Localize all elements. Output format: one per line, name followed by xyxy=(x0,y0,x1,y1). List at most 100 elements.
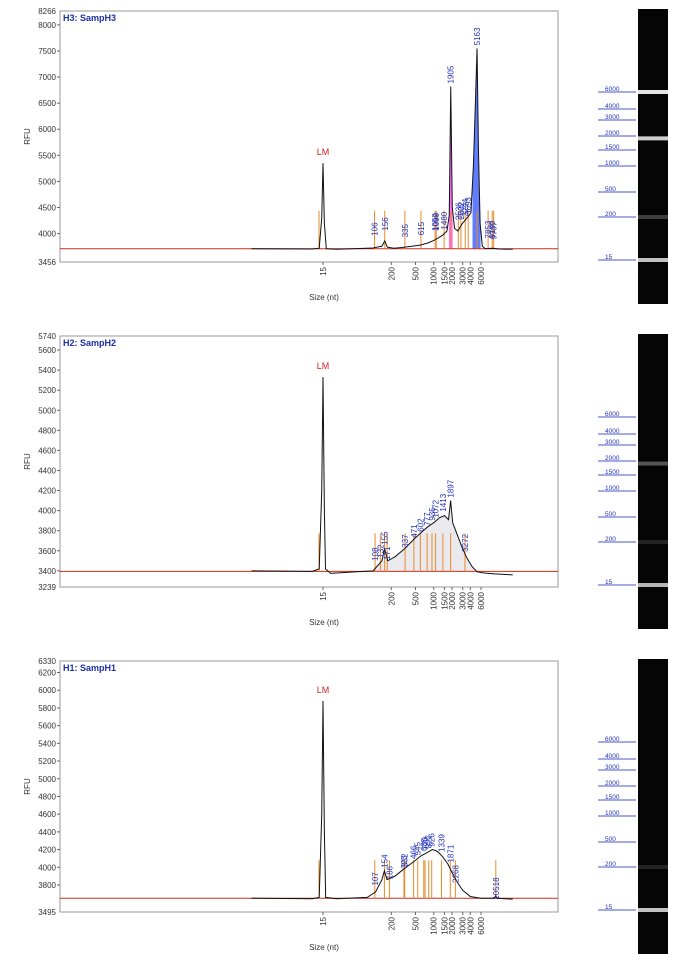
chart-title: H1: SampH1 xyxy=(63,663,116,673)
y-axis-label: RFU xyxy=(23,128,32,145)
y-tick-label: 5200 xyxy=(38,757,56,766)
y-axis-label: RFU xyxy=(23,453,32,470)
peak-label: 3294 xyxy=(461,198,470,216)
trace-line xyxy=(251,700,513,900)
gel-lane xyxy=(638,659,668,954)
y-max-label: 5740 xyxy=(38,332,56,341)
y-tick-label: 4000 xyxy=(38,230,56,239)
x-tick-label: 6000 xyxy=(477,916,486,934)
y-tick-label: 4000 xyxy=(38,507,56,516)
peak-label: 132 xyxy=(376,544,385,558)
peak-label: 186 xyxy=(385,865,394,879)
gel-band xyxy=(638,865,668,869)
y-tick-label: 5000 xyxy=(38,775,56,784)
ladder-label: 1000 xyxy=(605,160,620,167)
peak-label: 108 xyxy=(371,547,380,561)
chart-h1: H1: SampH1 6330 3495 3800 4000 4200 4400 4600 48… xyxy=(23,657,668,954)
ladder-label: 6000 xyxy=(605,736,620,743)
y-min-label: 3239 xyxy=(38,583,56,592)
ladder-label: 1500 xyxy=(605,794,620,801)
fill-region xyxy=(373,505,484,573)
y-axis-label: RFU xyxy=(23,778,32,795)
ladder-label: 6000 xyxy=(605,86,620,93)
peak-label: 335 xyxy=(401,223,410,237)
chart-h2: H2: SampH2 5740 3239 3400 3600 3800 4000 4200 44… xyxy=(23,332,668,629)
gel-band xyxy=(638,461,668,466)
x-tick-label: 500 xyxy=(411,591,420,605)
gel-band xyxy=(638,908,668,912)
gel-lane xyxy=(638,334,668,629)
gel-band xyxy=(638,136,668,141)
y-tick-label: 4500 xyxy=(38,204,56,213)
chart-title: H2: SampH2 xyxy=(63,338,116,348)
ladder-label: 6000 xyxy=(605,411,620,418)
ladder-label: 1000 xyxy=(605,810,620,817)
x-tick-label: 1000 xyxy=(430,266,439,284)
peak-label: 1871 xyxy=(446,844,455,862)
peak-label: 615 xyxy=(417,221,426,235)
peak-label: 602 xyxy=(416,518,425,532)
peak-label: 926 xyxy=(428,833,437,847)
x-tick-label: 500 xyxy=(411,916,420,930)
trace-line xyxy=(251,377,513,576)
y-tick-label: 8000 xyxy=(38,21,56,30)
x-tick-label: 15 xyxy=(319,266,328,275)
peak-label: 2802 xyxy=(457,201,466,219)
x-tick-label: 2000 xyxy=(448,266,457,284)
peak-label: 1099 xyxy=(432,212,441,230)
x-tick-label: 4000 xyxy=(466,916,475,934)
chart-title: H3: SampH3 xyxy=(63,13,116,23)
ladder-label: 1500 xyxy=(605,144,620,151)
electropherogram-panel-h1: H1: SampH1 6330 3495 3800 4000 4200 4400 4600 48… xyxy=(0,650,687,970)
y-max-label: 8266 xyxy=(38,7,56,16)
y-tick-label: 6200 xyxy=(38,669,56,678)
y-min-label: 3456 xyxy=(38,258,56,267)
y-tick-label: 6000 xyxy=(38,686,56,695)
peak-label: 3693 xyxy=(464,197,473,215)
peak-label: 935 xyxy=(428,507,437,521)
ladder-label: 1000 xyxy=(605,485,620,492)
y-tick-label: 5400 xyxy=(38,739,56,748)
ladder-label: 15 xyxy=(605,254,613,261)
ladder-label: 1500 xyxy=(605,469,620,476)
gel-band xyxy=(638,90,668,94)
x-tick-label: 4000 xyxy=(466,591,475,609)
peak-label: 106 xyxy=(371,222,380,236)
peak-label: 107 xyxy=(371,872,380,886)
lower-marker-label: LM xyxy=(317,685,330,695)
y-tick-label: 4600 xyxy=(38,446,56,455)
peak-label: 323 xyxy=(400,855,409,869)
x-tick-label: 1000 xyxy=(430,591,439,609)
ladder-label: 3000 xyxy=(605,764,620,771)
x-tick-label: 1000 xyxy=(430,916,439,934)
x-tick-label: 15 xyxy=(319,916,328,925)
shaded-peak xyxy=(472,51,481,249)
y-tick-label: 4200 xyxy=(38,487,56,496)
ladder-label: 200 xyxy=(605,211,616,218)
peak-label: 171 xyxy=(383,546,392,560)
peak-label: 827 xyxy=(425,834,434,848)
ladder-label: 500 xyxy=(605,511,616,518)
shaded-peak xyxy=(448,88,453,249)
gel-band xyxy=(638,215,668,219)
peak-label: 337 xyxy=(401,534,410,548)
x-tick-label: 6000 xyxy=(477,266,486,284)
y-tick-label: 5000 xyxy=(38,177,56,186)
peak-label: 1897 xyxy=(447,479,456,497)
y-tick-label: 3400 xyxy=(38,567,56,576)
ladder-label: 4000 xyxy=(605,753,620,760)
electropherogram-panel-h2: H2: SampH2 5740 3239 3400 3600 3800 4000 4200 44… xyxy=(0,325,687,645)
peak-label: 777 xyxy=(423,512,432,526)
peak-label: 1905 xyxy=(447,65,456,83)
ladder-label: 4000 xyxy=(605,428,620,435)
x-tick-label: 1500 xyxy=(440,266,449,284)
x-tick-label: 200 xyxy=(387,591,396,605)
electropherogram-panel-h3: H3: SampH3 8266 3456 4000 4500 5000 5500 6000 65… xyxy=(0,0,687,320)
peak-label: 156 xyxy=(381,217,390,231)
x-tick-label: 3000 xyxy=(459,266,468,284)
ladder-label: 2000 xyxy=(605,455,620,462)
peak-label: 154 xyxy=(380,854,389,868)
x-tick-label: 200 xyxy=(387,916,396,930)
y-tick-label: 4200 xyxy=(38,846,56,855)
peak-label: 685 xyxy=(420,837,429,851)
